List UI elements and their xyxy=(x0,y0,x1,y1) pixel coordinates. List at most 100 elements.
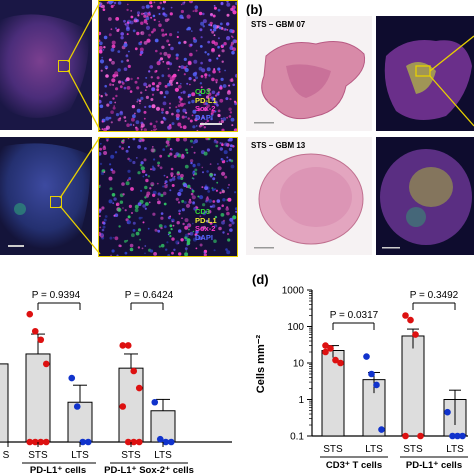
cell-dot xyxy=(211,110,215,114)
cell-dot xyxy=(143,117,146,120)
cell-dot xyxy=(140,12,144,16)
cell-dot xyxy=(155,120,158,123)
cell-dot xyxy=(191,195,196,200)
cell-dot xyxy=(199,45,203,48)
cell-dot xyxy=(114,71,119,76)
cell-dot xyxy=(202,12,205,16)
cell-dot xyxy=(187,184,191,189)
cell-dot xyxy=(232,10,237,15)
cell-dot xyxy=(103,145,106,148)
cell-dot xyxy=(167,53,171,58)
cell-dot xyxy=(152,14,156,18)
cell-dot xyxy=(157,192,161,196)
cell-dot xyxy=(178,100,182,104)
cell-dot xyxy=(226,2,231,7)
cell-dot xyxy=(197,195,200,198)
panel-c-pvalue-1: P = 0.9394 xyxy=(32,290,81,301)
cell-dot xyxy=(191,1,193,3)
cell-dot xyxy=(114,151,118,154)
cell-dot xyxy=(191,30,193,32)
panel-d-ytick-label: 1000 xyxy=(282,286,305,297)
cell-dot xyxy=(189,83,191,86)
cell-dot xyxy=(126,123,130,127)
cell-dot xyxy=(194,5,199,9)
cell-dot xyxy=(164,90,169,95)
cell-dot xyxy=(165,140,170,144)
cell-dot xyxy=(178,65,181,68)
cell-dot xyxy=(151,93,155,96)
cell-dot xyxy=(203,151,208,156)
cell-dot xyxy=(114,213,119,217)
cell-dot xyxy=(204,51,207,54)
cell-dot xyxy=(208,74,211,77)
cell-dot xyxy=(194,168,198,172)
cell-dot xyxy=(111,44,116,49)
cell-dot xyxy=(210,13,213,16)
cell-dot xyxy=(138,99,142,103)
cell-dot xyxy=(230,7,234,11)
cell-dot xyxy=(124,240,127,243)
cell-dot xyxy=(153,124,157,129)
cell-dot xyxy=(134,17,137,21)
cell-dot xyxy=(129,123,133,126)
cell-dot xyxy=(139,140,142,142)
cell-dot xyxy=(219,86,223,90)
cell-dot xyxy=(103,35,108,40)
cell-dot xyxy=(226,160,229,163)
cell-dot xyxy=(129,90,133,93)
cell-dot xyxy=(217,163,219,165)
cell-dot xyxy=(151,104,156,109)
panel-d-point xyxy=(363,353,370,360)
cell-dot xyxy=(169,33,173,37)
cell-dot xyxy=(200,226,205,230)
cell-dot xyxy=(226,13,230,17)
cell-dot xyxy=(109,187,113,191)
cell-dot xyxy=(167,74,171,78)
cell-dot xyxy=(185,148,188,152)
cell-dot xyxy=(146,15,149,18)
cell-dot xyxy=(192,164,196,168)
cell-dot xyxy=(99,104,104,109)
cell-dot xyxy=(200,75,204,78)
cell-dot xyxy=(141,247,144,250)
cell-dot xyxy=(178,229,182,233)
cell-dot xyxy=(185,203,191,208)
cell-dot xyxy=(165,145,168,148)
cell-dot xyxy=(171,237,175,241)
cell-dot xyxy=(143,19,148,24)
cell-dot xyxy=(126,8,129,12)
cell-dot xyxy=(169,215,172,218)
cell-dot xyxy=(187,60,192,65)
cell-dot xyxy=(169,178,173,182)
panel-d-ytick-label: 100 xyxy=(287,322,304,333)
cell-dot xyxy=(213,28,217,32)
cell-dot xyxy=(164,33,168,36)
cell-dot xyxy=(194,118,198,122)
cell-dot xyxy=(101,56,104,59)
panel-b-bottom-title: STS – GBM 13 xyxy=(251,141,306,150)
cell-dot xyxy=(172,224,175,227)
cell-dot xyxy=(99,39,101,42)
cell-dot xyxy=(192,201,195,204)
cell-dot xyxy=(216,104,219,107)
cell-dot xyxy=(197,236,202,240)
cell-dot xyxy=(108,1,113,5)
cell-dot xyxy=(195,205,198,208)
cell-dot xyxy=(199,195,204,200)
cell-dot xyxy=(225,248,228,251)
cell-dot xyxy=(167,233,170,236)
cell-dot xyxy=(178,252,182,256)
cell-dot xyxy=(148,105,152,108)
cell-dot xyxy=(145,202,149,206)
cell-dot xyxy=(230,117,235,122)
panel-c-chart: P = 0.9394 P = 0.6424 S STS LTS STS LTS … xyxy=(0,290,232,474)
cell-dot xyxy=(167,82,171,87)
cell-dot xyxy=(159,57,164,61)
cell-dot xyxy=(99,59,105,64)
cell-dot xyxy=(162,60,165,63)
panel-a-bottom-stain-legend: CD3 PD-L1 Sox-2 DAPI xyxy=(195,207,217,242)
cell-dot xyxy=(157,229,161,233)
cell-dot xyxy=(158,81,162,86)
panel-c-point-sts xyxy=(37,438,45,446)
cell-dot xyxy=(231,35,233,37)
